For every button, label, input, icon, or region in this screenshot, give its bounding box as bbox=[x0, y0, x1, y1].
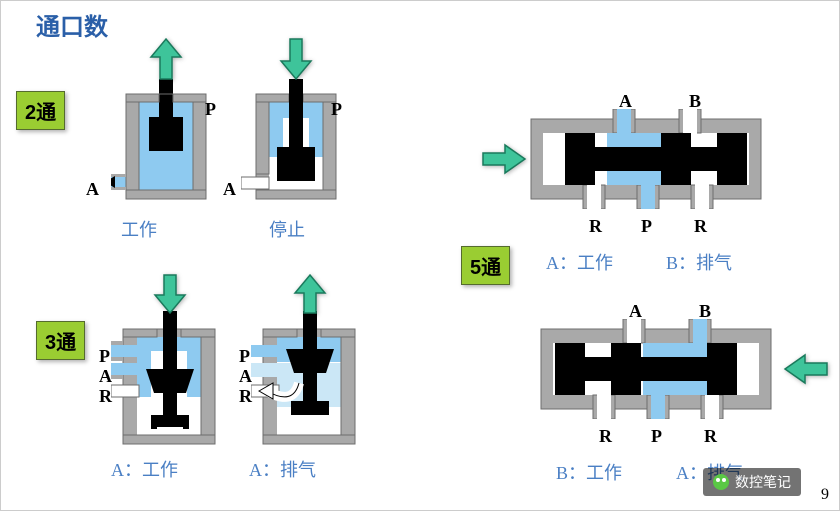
valve-5port-top-svg bbox=[521, 109, 771, 209]
port-label-fiveBot_B: B bbox=[699, 301, 711, 322]
port-label-threeB_P: P bbox=[239, 346, 250, 367]
valve-2port-stopped-svg bbox=[241, 79, 341, 214]
caption-three_exh: A：排气 bbox=[249, 456, 316, 482]
arrow-down-3port-working bbox=[153, 273, 187, 315]
port-label-threeB_R: R bbox=[239, 386, 252, 407]
arrow-up-2port-working bbox=[149, 37, 183, 81]
port-label-fiveBot_A: A bbox=[629, 301, 642, 322]
port-label-twoA_P: P bbox=[205, 99, 216, 120]
valve-3port-exhaust bbox=[251, 311, 366, 456]
port-label-threeA_A: A bbox=[99, 366, 112, 387]
arrow-right-5port-top bbox=[481, 143, 527, 175]
port-label-threeB_A: A bbox=[239, 366, 252, 387]
badge-2port: 2通 bbox=[16, 91, 65, 130]
caption-three_work: A：工作 bbox=[111, 456, 178, 482]
port-label-fiveBot_Rl: R bbox=[599, 426, 612, 447]
caption-two_work: 工作 bbox=[121, 216, 157, 242]
port-label-fiveTop_P: P bbox=[641, 216, 652, 237]
port-label-fiveTop_Rl: R bbox=[589, 216, 602, 237]
badge-3port: 3通 bbox=[36, 321, 85, 360]
port-label-fiveTop_B: B bbox=[689, 91, 701, 112]
valve-5port-b-working bbox=[531, 319, 781, 424]
port-label-threeA_P: P bbox=[99, 346, 110, 367]
arrow-left-5port-bottom bbox=[783, 353, 829, 385]
caption-five_top_A: A：工作 bbox=[546, 249, 613, 275]
valve-2port-working bbox=[111, 79, 211, 219]
valve-5port-a-working bbox=[521, 109, 771, 214]
port-label-fiveBot_Rr: R bbox=[704, 426, 717, 447]
badge-5port: 5通 bbox=[461, 246, 510, 285]
port-label-twoB_P: P bbox=[331, 99, 342, 120]
valve-3port-exhaust-svg bbox=[251, 311, 366, 451]
valve-3port-working bbox=[111, 311, 226, 456]
watermark-text: 数控笔记 bbox=[735, 472, 791, 492]
caption-five_top_B: B：排气 bbox=[666, 249, 732, 275]
valve-5port-bottom-svg bbox=[531, 319, 781, 419]
page-number: 9 bbox=[821, 486, 829, 504]
port-label-twoA_A: A bbox=[86, 179, 99, 200]
caption-five_bot_B: B：工作 bbox=[556, 459, 622, 485]
arrow-down-2port-stopped bbox=[279, 37, 313, 81]
caption-two_stop: 停止 bbox=[269, 216, 305, 242]
page-title: 通口数 bbox=[36, 7, 108, 42]
port-label-twoB_A: A bbox=[223, 179, 236, 200]
wechat-icon bbox=[713, 474, 729, 490]
valve-2port-stopped bbox=[241, 79, 341, 219]
port-label-threeA_R: R bbox=[99, 386, 112, 407]
port-label-fiveTop_A: A bbox=[619, 91, 632, 112]
port-label-fiveTop_Rr: R bbox=[694, 216, 707, 237]
valve-2port-working-svg bbox=[111, 79, 211, 214]
valve-3port-working-svg bbox=[111, 311, 226, 451]
port-label-fiveBot_P: P bbox=[651, 426, 662, 447]
watermark: 数控笔记 bbox=[703, 468, 801, 496]
arrow-up-3port-exhaust bbox=[293, 273, 327, 315]
